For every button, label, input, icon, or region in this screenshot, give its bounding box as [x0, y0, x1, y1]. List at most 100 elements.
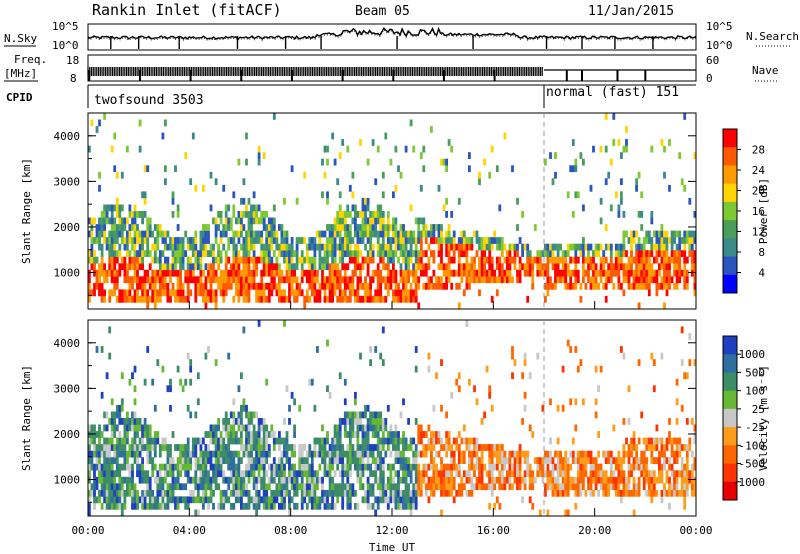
velocity-cell	[549, 437, 552, 445]
power-cell	[688, 230, 692, 238]
power-cell	[323, 243, 327, 251]
velocity-cell	[146, 437, 150, 445]
velocity-cell	[419, 431, 423, 438]
velocity-cell	[136, 496, 139, 504]
velocity-cell	[298, 444, 302, 451]
velocity-cell	[133, 437, 137, 445]
power-cell	[143, 250, 147, 257]
velocity-cell	[176, 457, 180, 464]
velocity-cell	[255, 444, 258, 451]
velocity-cell	[126, 424, 129, 432]
power-cell	[237, 289, 241, 297]
velocity-cell	[237, 463, 241, 471]
velocity-cell	[523, 470, 527, 478]
velocity-cell	[158, 502, 162, 510]
power-cell	[214, 224, 218, 231]
y-tick-label: 3000	[54, 175, 81, 188]
power-cell	[614, 191, 618, 199]
velocity-cell	[331, 489, 334, 497]
power-cell	[630, 237, 633, 244]
power-cell	[138, 145, 142, 153]
velocity-cell	[468, 450, 471, 458]
velocity-cell	[457, 431, 461, 438]
power-cell	[333, 243, 337, 251]
power-cell	[614, 263, 618, 271]
power-cell	[171, 256, 175, 264]
power-cell	[214, 289, 218, 297]
velocity-cell	[179, 450, 182, 458]
nsky-series-line	[87, 26, 697, 40]
power-cell	[397, 256, 400, 264]
velocity-cell	[556, 463, 560, 471]
velocity-cell	[227, 418, 231, 425]
power-cell	[445, 282, 448, 290]
colorbar-swatch	[723, 165, 737, 185]
power-cell	[255, 263, 258, 271]
velocity-cell	[521, 450, 524, 458]
power-cell	[341, 289, 345, 297]
velocity-cell	[564, 476, 568, 484]
power-cell	[690, 263, 694, 271]
nave-tick-bottom: 0	[706, 72, 713, 85]
velocity-cell	[143, 431, 147, 438]
power-cell	[189, 237, 193, 244]
velocity-cell	[430, 463, 433, 471]
velocity-cell	[214, 450, 218, 458]
velocity-cell	[399, 450, 403, 458]
velocity-cell	[594, 365, 598, 373]
power-cell	[341, 295, 345, 303]
power-cell	[171, 250, 175, 257]
power-cell	[561, 250, 565, 257]
velocity-cell	[343, 378, 347, 386]
power-cell	[338, 237, 342, 244]
power-cell	[445, 276, 448, 284]
power-cell	[151, 282, 155, 290]
power-cell	[470, 263, 474, 271]
velocity-cell	[389, 450, 393, 458]
power-cell	[151, 295, 155, 303]
velocity-cell	[202, 457, 205, 464]
velocity-cell	[587, 476, 590, 484]
power-cell	[473, 269, 476, 277]
velocity-cell	[417, 431, 421, 438]
power-cell	[597, 250, 600, 257]
velocity-cell	[313, 437, 317, 445]
velocity-cell	[207, 444, 210, 451]
power-cell	[587, 256, 590, 264]
power-cell	[179, 263, 182, 271]
power-cell	[174, 237, 177, 244]
power-cell	[392, 230, 395, 238]
velocity-cell	[430, 489, 433, 497]
velocity-cell	[597, 463, 600, 471]
power-cell	[227, 276, 231, 284]
velocity-cell	[430, 457, 433, 464]
velocity-cell	[663, 489, 666, 497]
power-cell	[650, 263, 654, 271]
power-cell	[445, 250, 448, 257]
power-cell	[336, 263, 340, 271]
power-cell	[531, 263, 535, 271]
velocity-cell	[465, 476, 469, 484]
velocity-cell	[419, 450, 423, 458]
power-cell	[136, 230, 139, 238]
power-cell	[488, 250, 492, 257]
power-cell	[533, 256, 537, 264]
velocity-cell	[252, 470, 256, 478]
power-cell	[376, 211, 380, 218]
colorbar-tick-label: 100	[745, 385, 765, 398]
power-cell	[138, 295, 142, 303]
velocity-cell	[280, 476, 284, 484]
power-cell	[234, 269, 238, 277]
power-cell	[392, 250, 395, 257]
power-cell	[495, 289, 499, 297]
velocity-cell	[280, 470, 284, 478]
power-cell	[354, 295, 357, 303]
velocity-cell	[148, 502, 152, 510]
power-cell	[126, 263, 129, 271]
power-cell	[399, 224, 403, 231]
velocity-cell	[290, 463, 294, 471]
power-cell	[138, 230, 142, 238]
power-cell	[450, 237, 454, 244]
power-cell	[333, 256, 337, 264]
power-cell	[526, 263, 530, 271]
